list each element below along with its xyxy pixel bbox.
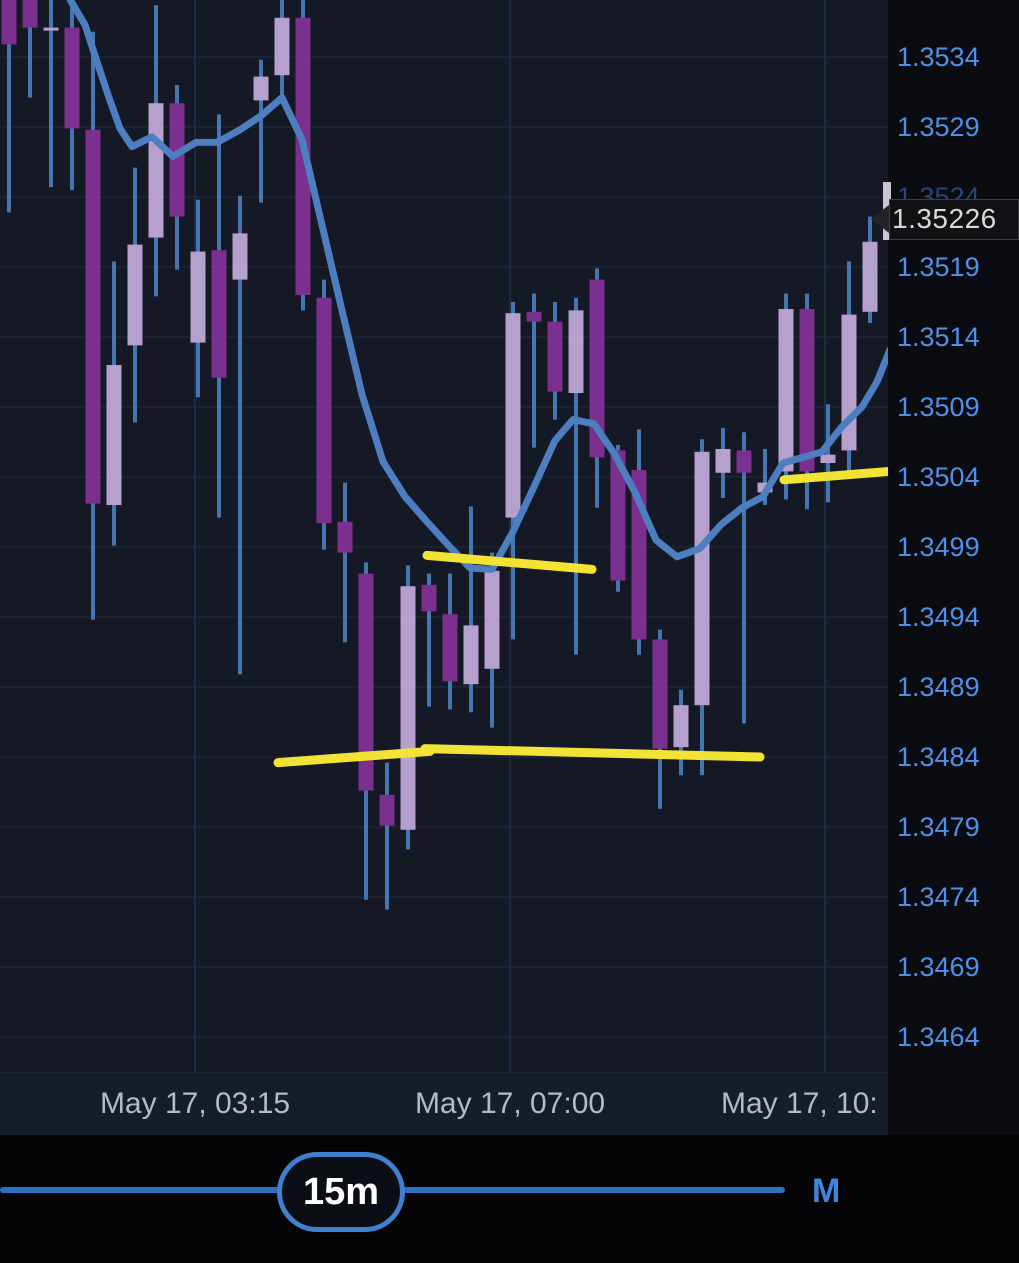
time-label: May 17, 03:15 [99, 1087, 291, 1120]
price-tick-label: 1.3509 [897, 392, 980, 422]
candle-body [379, 794, 395, 826]
price-tick-label: 1.3474 [897, 882, 980, 912]
current-price-arrow-icon [871, 205, 889, 233]
price-tick-label: 1.3504 [897, 462, 980, 492]
candle-body [694, 451, 710, 706]
price-tick-label: 1.3519 [897, 252, 980, 282]
price-tick-label: 1.3469 [897, 952, 980, 982]
candle-body [232, 233, 248, 280]
candle-body [673, 705, 689, 748]
trendline [779, 466, 895, 485]
candle-body [463, 625, 479, 685]
candle-body [316, 297, 332, 524]
candle-body [484, 570, 500, 669]
candle-body [400, 586, 416, 830]
candle-body [1, 0, 17, 45]
candle-body [862, 241, 878, 312]
trendline [422, 550, 597, 574]
trendline [420, 744, 765, 762]
time-axis[interactable]: May 17, 03:15 May 17, 07:00 May 17, 10: [0, 1072, 888, 1136]
trendline [273, 746, 435, 768]
price-tick-label: 1.3489 [897, 672, 980, 702]
candle-body [64, 27, 80, 129]
price-tick-label: 1.3534 [897, 42, 980, 72]
candle-body [778, 309, 794, 472]
candle-body [43, 27, 59, 31]
candle-body [274, 17, 290, 76]
candle-body [736, 450, 752, 473]
candle-body [652, 639, 668, 749]
timeframe-pill-button[interactable]: 15m [277, 1152, 405, 1232]
candle-body [148, 103, 164, 238]
candle-body [127, 244, 143, 346]
candle-body [421, 584, 437, 612]
candle-body [505, 313, 521, 518]
candle-body [106, 365, 122, 505]
price-tick-label: 1.3484 [897, 742, 980, 772]
candle-body [211, 250, 227, 378]
current-price-label: 1.35226 [889, 199, 1019, 240]
price-tick-label: 1.3479 [897, 812, 980, 842]
candle-body [799, 309, 815, 472]
candle-body [190, 251, 206, 343]
time-label: May 17, 10: [721, 1087, 878, 1120]
price-tick-label: 1.3514 [897, 322, 980, 352]
price-tick-label: 1.3529 [897, 112, 980, 142]
candle-body [568, 310, 584, 393]
moving-average-line [66, 0, 894, 573]
candle-body [589, 279, 605, 458]
candle-body [85, 129, 101, 504]
candle-body [610, 450, 626, 581]
price-tick-label: 1.3494 [897, 602, 980, 632]
candlestick-chart[interactable] [0, 0, 1019, 1135]
minutes-mode-button[interactable]: M [812, 1172, 841, 1210]
price-tick-label: 1.3499 [897, 532, 980, 562]
candle-body [169, 103, 185, 217]
bottom-toolbar: 15m M [0, 1135, 1019, 1263]
price-tick-label: 1.3464 [897, 1022, 980, 1052]
candle-body [526, 311, 542, 322]
candle-body [253, 76, 269, 101]
price-axis[interactable] [888, 0, 1019, 1135]
candle-body [715, 449, 731, 473]
candle-body [841, 314, 857, 451]
candle-body [22, 0, 38, 28]
time-label: May 17, 07:00 [414, 1087, 606, 1120]
candle-body [547, 321, 563, 392]
candle-body [337, 521, 353, 553]
candle-body [442, 614, 458, 682]
candle-body [820, 454, 836, 463]
candle-body [358, 573, 374, 791]
